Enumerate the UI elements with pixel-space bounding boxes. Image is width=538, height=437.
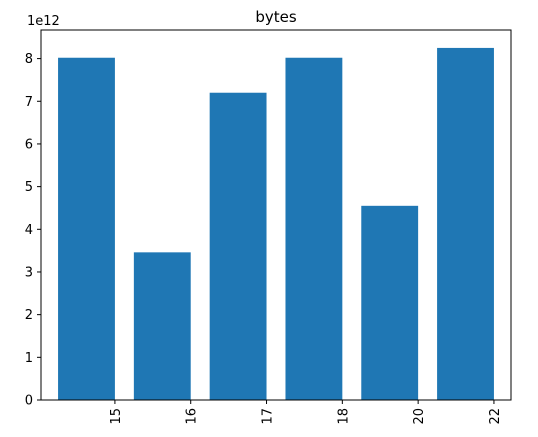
x-tick-label: 17 [261,408,276,425]
y-tick-label: 1 [25,351,33,366]
x-tick-label: 18 [336,408,351,425]
bar-17 [209,92,267,400]
y-tick-label: 3 [25,265,33,280]
y-scale-label: 1e12 [27,14,60,29]
y-tick-label: 2 [25,308,33,323]
y-tick-label: 7 [25,95,33,110]
plot-frame [40,29,512,401]
y-tick-label: 4 [25,223,33,238]
x-tick-label: 20 [412,408,427,425]
y-tick-label: 6 [25,137,33,152]
x-axis-ticks: 15 16 17 18 20 22 [109,400,503,425]
bar-20 [361,205,419,400]
y-tick-label: 5 [25,180,33,195]
bar-16 [133,252,191,400]
x-tick-label: 15 [109,408,124,425]
y-tick-label: 0 [25,394,33,409]
bar-22 [437,47,494,401]
y-axis-ticks: 0 1 2 3 4 5 6 7 8 [25,52,41,409]
x-tick-label: 16 [185,408,200,425]
y-tick-label: 8 [25,52,33,67]
chart-title: bytes [255,8,297,26]
bars-group [58,47,494,401]
x-tick-label: 22 [488,408,503,425]
bar-18 [285,57,343,401]
bar-15 [58,57,115,401]
